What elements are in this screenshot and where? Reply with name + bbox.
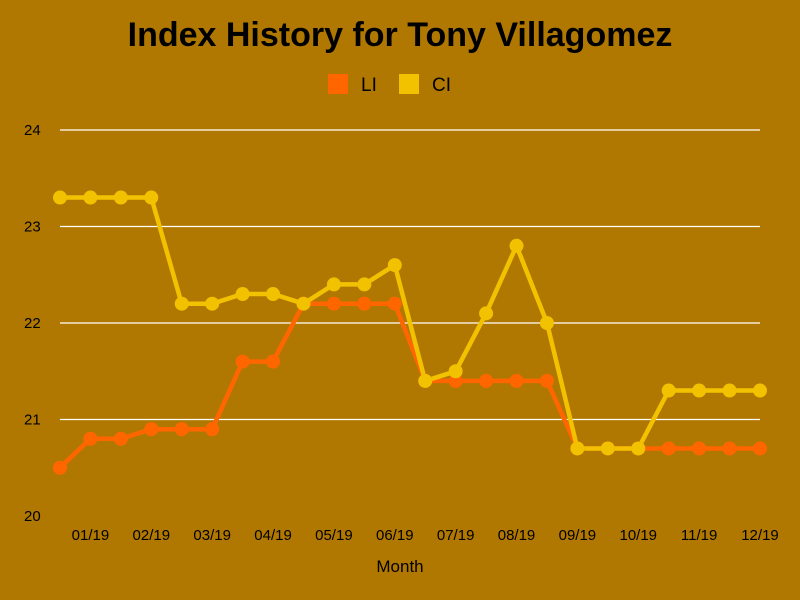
data-point-li bbox=[357, 296, 372, 311]
x-tick-label: 03/19 bbox=[193, 527, 231, 544]
data-point-ci bbox=[753, 383, 767, 398]
data-point-ci bbox=[661, 383, 676, 398]
data-point-li bbox=[53, 460, 67, 475]
data-point-li bbox=[83, 431, 98, 446]
x-tick-label: 06/19 bbox=[376, 527, 414, 544]
legend-label-ci: CI bbox=[432, 75, 451, 96]
data-point-ci bbox=[235, 287, 250, 302]
x-tick-label: 08/19 bbox=[498, 527, 536, 544]
data-point-li bbox=[205, 422, 220, 437]
data-point-li bbox=[509, 373, 524, 388]
x-axis-ticks: 01/19 02/19 03/19 04/19 05/19 06/19 07/19 08/19… bbox=[72, 527, 779, 544]
data-point-li bbox=[387, 296, 402, 311]
data-point-li bbox=[479, 373, 494, 388]
data-point-ci bbox=[448, 364, 463, 379]
data-point-ci bbox=[387, 258, 402, 273]
data-point-ci bbox=[479, 306, 494, 321]
data-point-ci bbox=[418, 373, 433, 388]
legend-swatch-ci bbox=[399, 74, 419, 94]
data-point-li bbox=[235, 354, 250, 369]
data-point-li bbox=[722, 441, 737, 456]
data-point-li bbox=[692, 441, 707, 456]
data-point-li bbox=[266, 354, 281, 369]
data-point-ci bbox=[600, 441, 615, 456]
data-point-ci bbox=[722, 383, 737, 398]
data-point-li bbox=[326, 296, 341, 311]
x-tick-label: 12/19 bbox=[741, 527, 779, 544]
data-point-ci bbox=[144, 190, 159, 205]
x-tick-label: 01/19 bbox=[72, 527, 110, 544]
data-point-ci bbox=[539, 316, 554, 330]
y-axis-ticks: 20 21 22 23 24 bbox=[24, 122, 41, 525]
x-tick-label: 09/19 bbox=[559, 527, 597, 544]
data-point-ci bbox=[509, 238, 524, 253]
data-point-li bbox=[448, 373, 463, 388]
data-point-ci bbox=[357, 277, 372, 292]
series-line-ci bbox=[60, 195, 760, 451]
legend-swatch-li bbox=[328, 74, 348, 94]
y-tick-label: 22 bbox=[24, 315, 41, 332]
legend: LI CI bbox=[328, 74, 451, 96]
y-tick-label: 21 bbox=[24, 412, 41, 429]
x-tick-label: 05/19 bbox=[315, 527, 353, 544]
x-tick-label: 04/19 bbox=[254, 527, 292, 544]
y-tick-label: 23 bbox=[24, 219, 41, 236]
data-point-ci bbox=[692, 383, 707, 398]
data-point-li bbox=[144, 422, 159, 437]
data-point-ci bbox=[53, 190, 67, 205]
gridlines bbox=[60, 129, 760, 421]
data-point-ci bbox=[296, 296, 311, 311]
data-point-ci bbox=[266, 287, 281, 302]
x-tick-label: 07/19 bbox=[437, 527, 475, 544]
x-tick-label: 11/19 bbox=[681, 527, 717, 544]
x-tick-label: 10/19 bbox=[619, 527, 657, 544]
data-point-ci bbox=[113, 190, 128, 205]
data-point-ci bbox=[174, 296, 189, 311]
data-point-li bbox=[113, 431, 128, 446]
legend-label-li: LI bbox=[361, 75, 377, 96]
data-point-ci bbox=[570, 441, 585, 456]
data-point-ci bbox=[83, 190, 98, 205]
chart-title: Index History for Tony Villagomez bbox=[128, 16, 673, 54]
data-point-ci bbox=[326, 277, 341, 292]
data-point-li bbox=[753, 441, 767, 456]
x-axis-label: Month bbox=[376, 557, 423, 576]
data-point-li bbox=[661, 441, 676, 456]
y-tick-label: 20 bbox=[24, 508, 41, 525]
data-point-li bbox=[539, 373, 554, 388]
data-point-ci bbox=[631, 441, 646, 456]
y-tick-label: 24 bbox=[24, 122, 41, 139]
data-point-li bbox=[174, 422, 189, 437]
x-tick-label: 02/19 bbox=[133, 527, 171, 544]
data-point-ci bbox=[205, 296, 220, 311]
series-points bbox=[53, 190, 767, 475]
series-lines bbox=[58, 195, 760, 470]
